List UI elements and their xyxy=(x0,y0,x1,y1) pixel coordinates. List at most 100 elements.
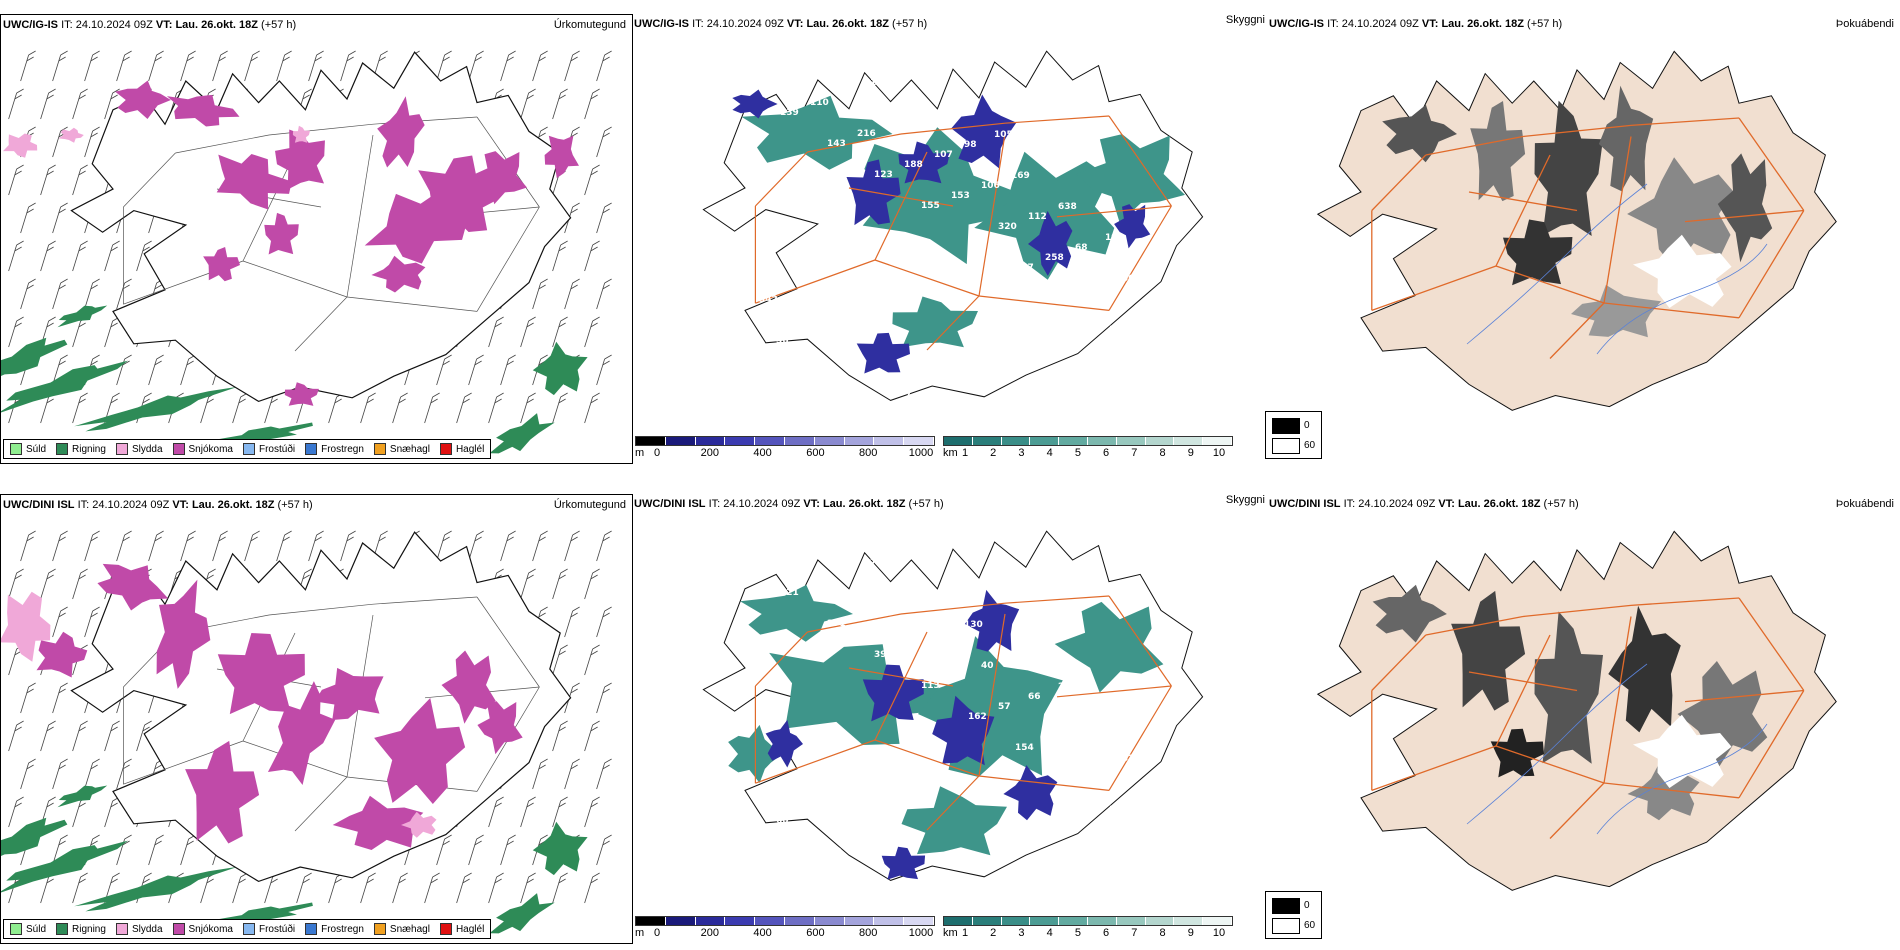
vt-label: VT: xyxy=(786,18,804,30)
rain-area xyxy=(74,866,238,912)
visibility-value-label: 119 xyxy=(947,99,966,109)
road-network xyxy=(754,115,1172,351)
low-fog-index-area xyxy=(1503,219,1573,286)
legend-label: Snæhagl xyxy=(389,443,430,455)
visibility-km-area xyxy=(1076,134,1185,223)
legend-label: Snæhagl xyxy=(389,923,430,935)
snow-area xyxy=(217,633,305,715)
road-network xyxy=(1371,117,1805,359)
vt-value: Lau. 26.okt. 18Z xyxy=(1457,498,1541,510)
lead-time: (+57 h) xyxy=(261,19,297,31)
vt-label: VT: xyxy=(1438,498,1455,510)
visibility-value-label: 152 xyxy=(1011,651,1030,661)
visibility-value-label: 398 xyxy=(874,650,893,660)
visibility-value-label: 108 xyxy=(870,78,889,88)
colorbar-segment xyxy=(695,437,726,445)
it-label: IT: xyxy=(1327,18,1339,30)
legend-swatch xyxy=(56,923,69,935)
visibility-value-label: 221 xyxy=(780,588,799,598)
colorbar-tick-label: 400 xyxy=(753,927,772,939)
snow-area xyxy=(203,247,240,282)
low-fog-index-area xyxy=(1571,284,1662,338)
precip-panel-row1: UWC/IG-IS IT: 24.10.2024 09Z VT: Lau. 26… xyxy=(0,14,633,464)
snow-area xyxy=(216,154,292,210)
snow-area xyxy=(477,701,523,755)
colorbar-swatches xyxy=(635,436,935,446)
legend-swatch xyxy=(172,443,185,455)
snow-area xyxy=(264,212,299,255)
panel-header: UWC/IG-IS IT: 24.10.2024 09Z VT: Lau. 26… xyxy=(3,19,296,31)
snow-area xyxy=(374,698,466,805)
visibility-value-label: 106 xyxy=(981,181,1000,191)
visibility-value-label: 327 xyxy=(733,557,752,567)
visibility-value-label: 73 xyxy=(763,387,776,397)
vt-value: Lau. 26.okt. 18Z xyxy=(1441,18,1524,30)
visibility-value-label: 153 xyxy=(951,191,970,201)
it-label: IT: xyxy=(1343,498,1356,510)
visibility-value-label: 87 xyxy=(900,388,913,398)
model-name: UWC/IG-IS xyxy=(1269,18,1324,30)
rain-area xyxy=(489,893,555,934)
colorbar-tick-label: 200 xyxy=(700,447,719,459)
colorbar-segment xyxy=(1145,917,1175,925)
fog-map-row2 xyxy=(1316,530,1837,891)
visibility-value-label: 258 xyxy=(1045,253,1064,263)
legend-item: Frostúði xyxy=(242,443,296,455)
colorbar-unit: m xyxy=(635,927,645,939)
colorbar-segment xyxy=(844,437,875,445)
legend-item: Súld xyxy=(10,923,46,935)
vt-value: Lau. 26.okt. 18Z xyxy=(175,19,258,31)
panel-title-fog: Þokuábendi xyxy=(1835,498,1894,510)
legend-label: Súld xyxy=(26,923,47,935)
panel-header: UWC/IG-IS IT: 24.10.2024 09Z VT: Lau. 26… xyxy=(634,18,927,30)
fog-legend-high: 60 xyxy=(1304,440,1316,451)
fog-map-row1 xyxy=(1316,50,1837,411)
snow-area xyxy=(156,579,211,689)
legend-swatch xyxy=(439,443,452,455)
visibility-m-area xyxy=(1003,765,1058,821)
colorbar-segment xyxy=(944,917,973,925)
low-fog-index-area xyxy=(1534,100,1603,236)
visibility-km-area xyxy=(769,644,947,745)
legend-swatch xyxy=(373,443,386,455)
legend-item: Rigning xyxy=(56,443,106,455)
visibility-km-area xyxy=(740,584,853,642)
colorbar-segment xyxy=(665,917,696,925)
colorbar-segment xyxy=(1203,917,1232,925)
visibility-value-label: 32 xyxy=(1122,754,1135,764)
legend-swatch xyxy=(373,923,386,935)
low-fog-index-area xyxy=(1717,153,1773,263)
colorbar-tick-label: 6 xyxy=(1103,927,1110,939)
colorbar-unit: m xyxy=(635,447,645,459)
low-fog-index-area xyxy=(1372,584,1447,643)
precip-map-row2 xyxy=(1,530,612,934)
legend-label: Frostúði xyxy=(258,443,296,455)
legend-swatch xyxy=(305,443,318,455)
sleet-area xyxy=(292,125,310,143)
visibility-value-label: 60 xyxy=(776,816,789,826)
lead-time: (+57 h) xyxy=(1543,498,1579,510)
visibility-value-label: 236 xyxy=(793,857,812,867)
colorbar-unit: km xyxy=(943,447,958,459)
colorbar-segment xyxy=(1174,437,1204,445)
colorbar-segment xyxy=(725,917,756,925)
visibility-value-label: 88 xyxy=(763,867,776,877)
vt-label: VT: xyxy=(803,498,820,510)
visibility-value-label: 57 xyxy=(998,702,1011,712)
visibility-value-label: 63 xyxy=(951,671,964,681)
visibility-value-label: 175 xyxy=(968,232,987,242)
it-value: 24.10.2024 09Z xyxy=(1341,18,1419,30)
visibility-value-label: 84 xyxy=(904,640,917,650)
visibility-value-label: 821 xyxy=(917,589,936,599)
colorbar-tick-label: 6 xyxy=(1103,447,1110,459)
panel-title-precip: Úrkomutegund xyxy=(553,19,626,31)
colorbar-segment xyxy=(665,437,696,445)
vt-value: Lau. 26.okt. 18Z xyxy=(822,498,906,510)
legend-swatch xyxy=(305,923,318,935)
colorbar-tick-label: 2 xyxy=(990,927,997,939)
colorbar-tick-label: 400 xyxy=(753,447,772,459)
sleet-area xyxy=(401,811,437,838)
colorbar-ticks: m 0 200 400 600 800 1000 xyxy=(635,926,935,940)
low-fog-index-area xyxy=(1627,157,1734,269)
legend-swatch xyxy=(115,443,128,455)
